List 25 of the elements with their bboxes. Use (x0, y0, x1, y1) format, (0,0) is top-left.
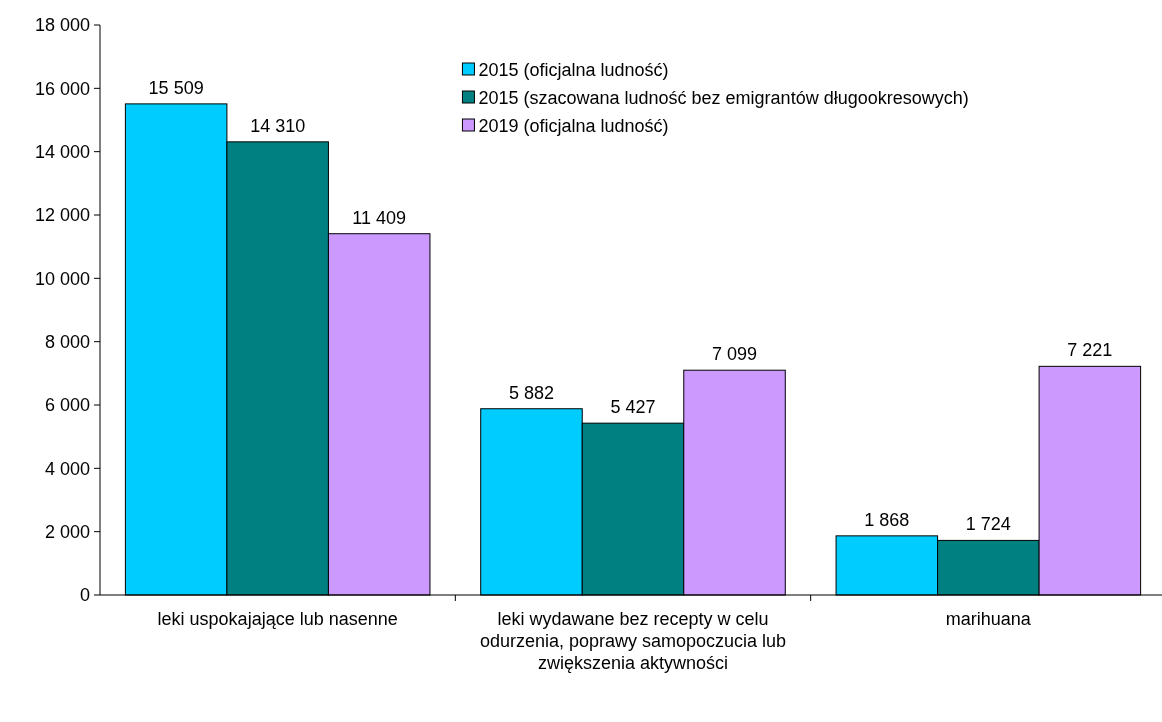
y-tick-label: 14 000 (34, 141, 90, 162)
data-label: 5 882 (508, 382, 554, 403)
y-tick-label: 10 000 (34, 268, 90, 289)
legend-label: 2019 (oficjalna ludność) (478, 116, 669, 137)
legend-label: 2015 (oficjalna ludność) (478, 60, 669, 81)
y-tick-label: 12 000 (34, 205, 90, 226)
data-label: 14 310 (250, 115, 306, 136)
data-label: 7 221 (1067, 340, 1113, 361)
data-label: 11 409 (352, 207, 407, 228)
x-tick-label: marihuana (945, 609, 1032, 629)
y-tick-label: 18 000 (34, 15, 90, 36)
data-label: 7 099 (712, 344, 758, 365)
legend-label: 2015 (szacowana ludność bez emigrantów długookresowych) (478, 88, 969, 109)
y-tick-label: 0 (79, 585, 90, 606)
y-tick-label: 16 000 (34, 78, 90, 99)
data-label: 1 868 (864, 509, 910, 530)
y-tick-label: 8 000 (44, 331, 90, 352)
x-tick-label: leki uspokajające lub nasenne (157, 609, 398, 629)
data-label: 1 724 (965, 514, 1011, 535)
data-label: 5 427 (610, 397, 656, 418)
y-tick-label: 4 000 (44, 458, 90, 479)
data-label: 15 509 (148, 77, 204, 98)
y-tick-label: 6 000 (44, 395, 90, 416)
x-tick-label: leki wydawane bez recepty w celu odurzenia, poprawy samopoczucia lub zwiększenia aktywności (479, 609, 787, 673)
y-tick-label: 2 000 (44, 521, 90, 542)
